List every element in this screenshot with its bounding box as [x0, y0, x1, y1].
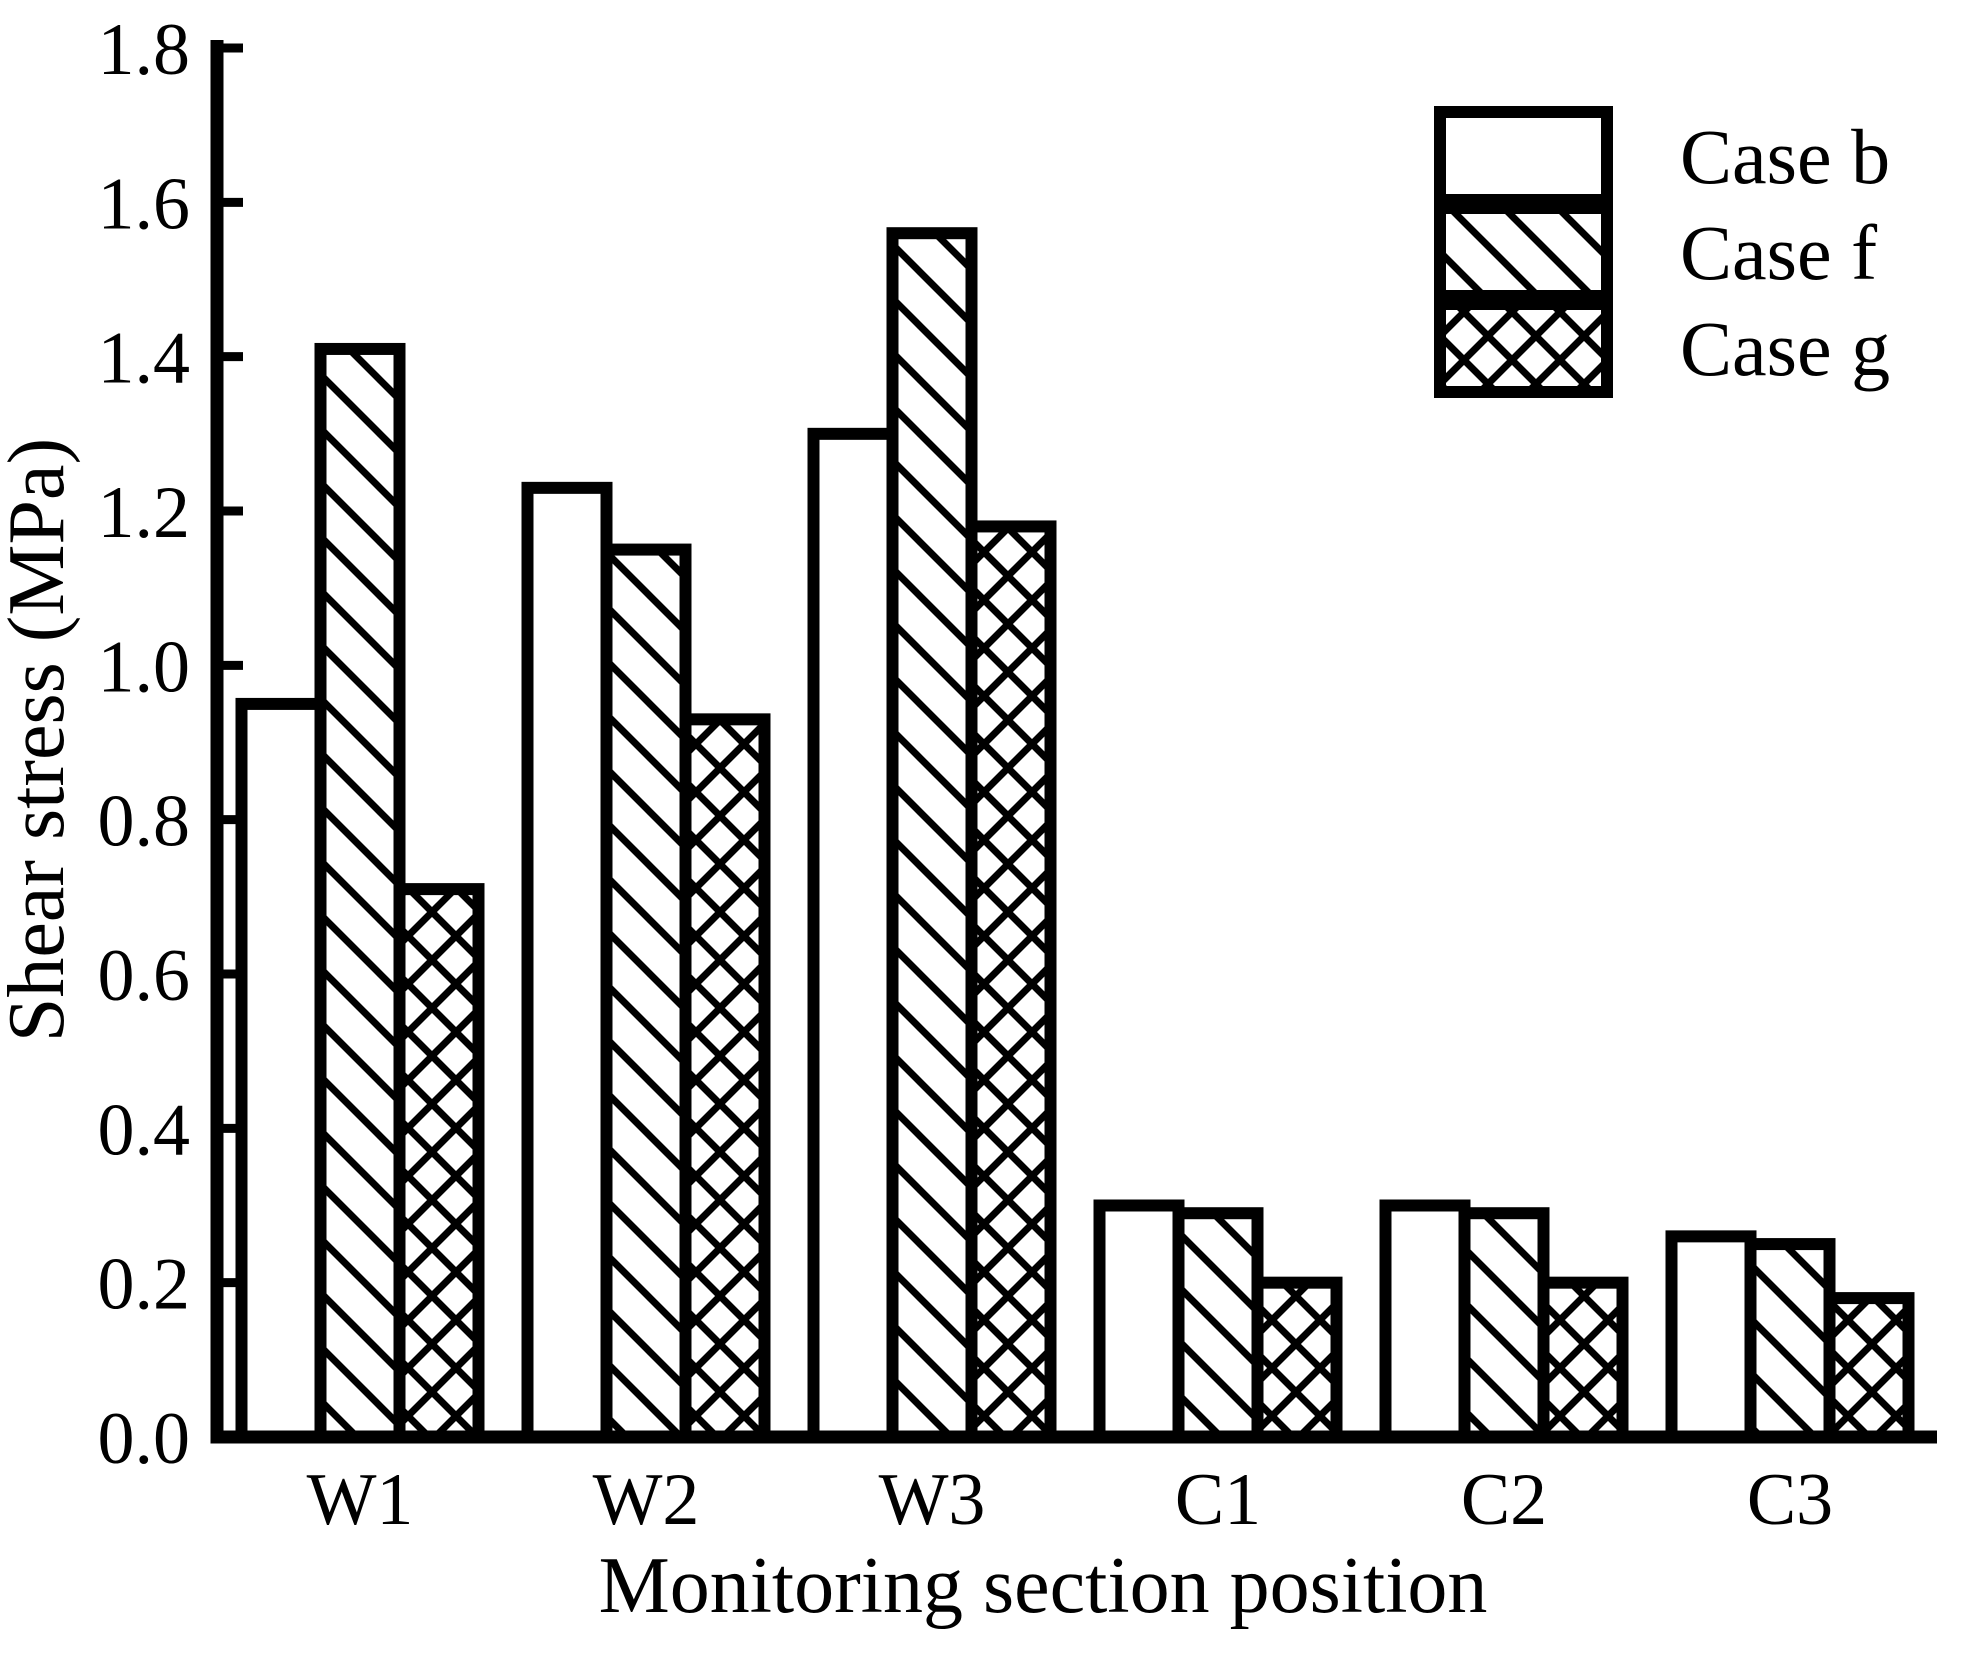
- y-tick-label-1.8: 1.8: [98, 9, 191, 91]
- y-tick-label-1.2: 1.2: [98, 472, 191, 554]
- x-tick-label-w3: W3: [879, 1459, 986, 1541]
- y-tick-label-0.2: 0.2: [98, 1244, 191, 1326]
- legend-swatch-case-b: [1434, 106, 1613, 206]
- bar-c3-case-b: [1665, 1230, 1757, 1444]
- bar-c1-case-b: [1093, 1199, 1185, 1443]
- bar-w2-case-g: [679, 713, 771, 1443]
- bar-w1-case-b: [235, 697, 327, 1443]
- y-axis-title: Shear stress (MPa): [0, 438, 81, 1042]
- y-tick-label-0.6: 0.6: [98, 935, 191, 1017]
- bar-c1-case-g: [1251, 1276, 1343, 1443]
- bar-w2-case-b: [521, 481, 613, 1444]
- legend-label-case-g: Case g: [1680, 305, 1890, 392]
- y-tick-label-0.4: 0.4: [98, 1089, 191, 1171]
- bars-layer: [235, 227, 1915, 1444]
- bar-c2-case-g: [1537, 1276, 1629, 1443]
- legend: Case b Case f Case g: [1434, 106, 1890, 398]
- x-tick-label-w2: W2: [593, 1459, 700, 1541]
- bar-w3-case-f: [886, 227, 978, 1444]
- bar-c3-case-f: [1744, 1238, 1836, 1444]
- labels-layer: 0.0 0.2 0.4 0.6 0.8 1.0 1.2 1.4 1.6 1.8 W1 W2 W3 C1 C2…: [0, 9, 1833, 1630]
- x-tick-label-c1: C1: [1175, 1459, 1261, 1541]
- bar-w1-case-f: [314, 342, 406, 1444]
- y-tick-label-1.6: 1.6: [98, 163, 191, 245]
- y-tick-label-1.4: 1.4: [98, 318, 191, 400]
- x-axis-title: Monitoring section position: [599, 1542, 1488, 1630]
- bar-c1-case-f: [1172, 1207, 1264, 1444]
- bar-c3-case-g: [1823, 1292, 1915, 1443]
- legend-swatch-case-f: [1434, 202, 1613, 302]
- legend-label-case-f: Case f: [1680, 209, 1877, 296]
- x-tick-label-c2: C2: [1461, 1459, 1547, 1541]
- axes-layer: [210, 40, 1937, 1444]
- y-tick-label-0.8: 0.8: [98, 781, 191, 863]
- bar-c2-case-f: [1458, 1207, 1550, 1444]
- legend-label-case-b: Case b: [1680, 113, 1890, 200]
- y-tick-label-1.0: 1.0: [98, 626, 191, 708]
- legend-swatch-case-g: [1434, 298, 1613, 398]
- bar-w3-case-g: [965, 520, 1057, 1443]
- x-tick-label-w1: W1: [307, 1459, 414, 1541]
- y-tick-label-0.0: 0.0: [98, 1398, 191, 1480]
- bar-w1-case-g: [393, 883, 485, 1443]
- bar-c2-case-b: [1379, 1199, 1471, 1443]
- bar-w3-case-b: [807, 427, 899, 1444]
- bar-w2-case-f: [600, 543, 692, 1443]
- x-tick-label-c3: C3: [1747, 1459, 1833, 1541]
